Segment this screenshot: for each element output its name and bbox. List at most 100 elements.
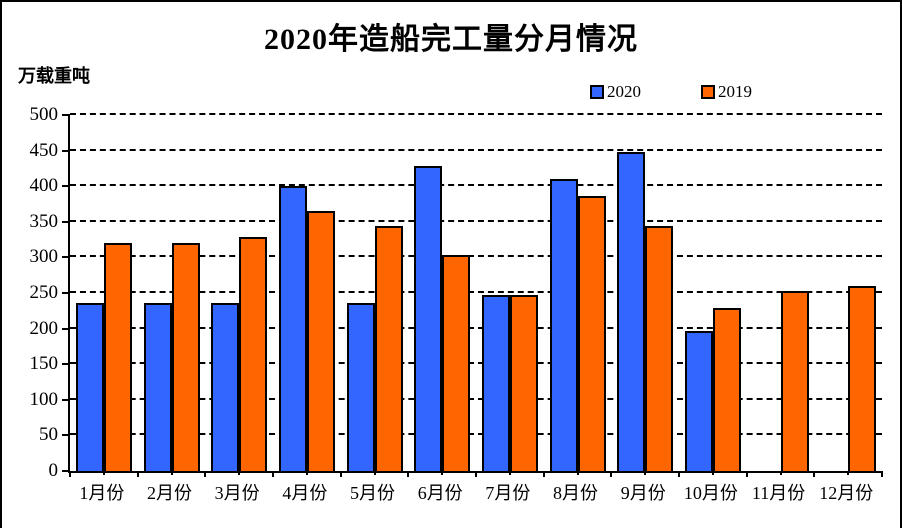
legend-item-2019: 2019	[701, 82, 752, 102]
y-tick-350	[62, 220, 70, 223]
y-tick-label-500: 500	[29, 104, 59, 125]
x-tick-boundary-11	[813, 471, 816, 477]
bar-2020-3月份	[211, 303, 240, 471]
bar-group-5月份	[341, 115, 409, 471]
bar-group-10月份	[679, 115, 747, 471]
bar-group-2月份	[138, 115, 206, 471]
bar-2020-10月份	[684, 330, 713, 471]
gridline-150	[70, 362, 882, 365]
bar-2019-2月份	[171, 243, 200, 471]
x-tick-boundary-2	[204, 471, 207, 477]
bar-2019-9月份	[645, 226, 674, 471]
bar-2020-4月份	[278, 186, 307, 471]
x-tick-minor-0	[102, 471, 105, 475]
x-tick-boundary-10	[745, 471, 748, 477]
x-tick-minor-4	[373, 471, 376, 475]
legend-swatch-2020-icon	[590, 85, 604, 99]
y-tick-label-350: 350	[29, 210, 59, 232]
bar-group-7月份	[476, 115, 544, 471]
x-tick-boundary-3	[272, 471, 274, 477]
x-tick-label-3月份: 3月份	[214, 483, 260, 503]
x-tick-label-4月份: 4月份	[282, 483, 328, 503]
bar-2019-10月份	[712, 308, 741, 471]
legend-item-2020: 2020	[590, 82, 641, 102]
legend-swatch-2019-icon	[701, 85, 715, 99]
legend-label-2020: 2020	[607, 82, 641, 101]
gridline-100	[70, 397, 882, 400]
x-tick-minor-1	[170, 471, 173, 475]
x-tick-label-12月份: 12月份	[819, 483, 874, 503]
legend: 2020 2019	[590, 82, 752, 102]
bar-2019-4月份	[306, 211, 335, 471]
x-tick-minor-5	[441, 471, 444, 475]
bar-2020-2月份	[143, 303, 172, 471]
x-tick-label-6月份: 6月份	[417, 483, 463, 503]
bar-2019-11月份	[780, 291, 809, 471]
y-tick-label-400: 400	[29, 175, 59, 197]
x-tick-minor-2	[238, 471, 241, 475]
gridline-350	[70, 219, 882, 222]
bar-2019-3月份	[239, 236, 268, 471]
x-tick-boundary-1	[136, 471, 139, 477]
y-tick-250	[62, 292, 70, 294]
gridline-200	[70, 326, 882, 329]
x-tick-boundary-6	[475, 471, 477, 477]
y-tick-100	[62, 398, 70, 401]
x-tick-boundary-5	[407, 471, 410, 477]
y-tick-500	[62, 114, 70, 116]
y-tick-label-300: 300	[29, 246, 59, 268]
y-tick-150	[62, 363, 70, 366]
legend-label-2019: 2019	[718, 82, 752, 101]
x-tick-minor-7	[576, 471, 579, 475]
bar-2019-5月份	[374, 226, 403, 471]
x-tick-boundary-12	[881, 471, 883, 477]
y-tick-0	[62, 470, 70, 472]
y-tick-label-100: 100	[29, 388, 59, 410]
y-tick-label-200: 200	[29, 317, 59, 339]
x-tick-boundary-0	[69, 471, 71, 477]
bar-2020-5月份	[346, 303, 375, 471]
gridline-50	[70, 433, 882, 436]
bar-group-11月份	[747, 115, 815, 471]
x-tick-minor-9	[711, 471, 714, 475]
bar-2020-6月份	[414, 166, 443, 471]
y-tick-300	[62, 256, 70, 259]
y-tick-50	[62, 434, 70, 437]
bar-2019-12月份	[848, 286, 877, 471]
y-tick-200	[62, 327, 70, 330]
bar-group-9月份	[611, 115, 679, 471]
gridline-500	[70, 113, 882, 115]
bar-group-4月份	[273, 115, 341, 471]
plot-area	[62, 113, 883, 477]
y-tick-label-50: 50	[39, 424, 58, 446]
y-tick-label-450: 450	[29, 139, 59, 161]
x-tick-minor-3	[305, 471, 308, 475]
gridline-450	[70, 148, 882, 151]
x-tick-minor-10	[779, 471, 782, 475]
y-axis-unit-label: 万载重吨	[18, 66, 90, 86]
x-tick-minor-6	[508, 471, 511, 475]
bar-group-12月份	[814, 115, 882, 471]
x-tick-boundary-7	[542, 471, 545, 477]
x-tick-label-8月份: 8月份	[553, 483, 599, 503]
x-tick-label-1月份: 1月份	[79, 483, 125, 503]
chart-title: 2020年造船完工量分月情况	[264, 23, 638, 56]
y-tick-400	[62, 185, 70, 188]
x-tick-boundary-9	[678, 471, 680, 477]
bar-2020-9月份	[617, 152, 646, 471]
gridline-250	[70, 291, 882, 293]
y-tick-label-150: 150	[29, 353, 59, 375]
gridline-400	[70, 184, 882, 187]
x-tick-label-10月份: 10月份	[683, 483, 738, 503]
bar-group-3月份	[205, 115, 273, 471]
x-tick-label-9月份: 9月份	[620, 483, 666, 503]
x-tick-label-11月份: 11月份	[751, 483, 806, 503]
bar-groups	[70, 115, 882, 471]
x-tick-label-7月份: 7月份	[485, 483, 531, 503]
bar-2020-1月份	[75, 303, 104, 471]
x-tick-boundary-8	[610, 471, 613, 477]
bar-2020-7月份	[481, 295, 510, 471]
bar-2019-8月份	[577, 196, 606, 471]
bar-2019-6月份	[442, 255, 471, 471]
